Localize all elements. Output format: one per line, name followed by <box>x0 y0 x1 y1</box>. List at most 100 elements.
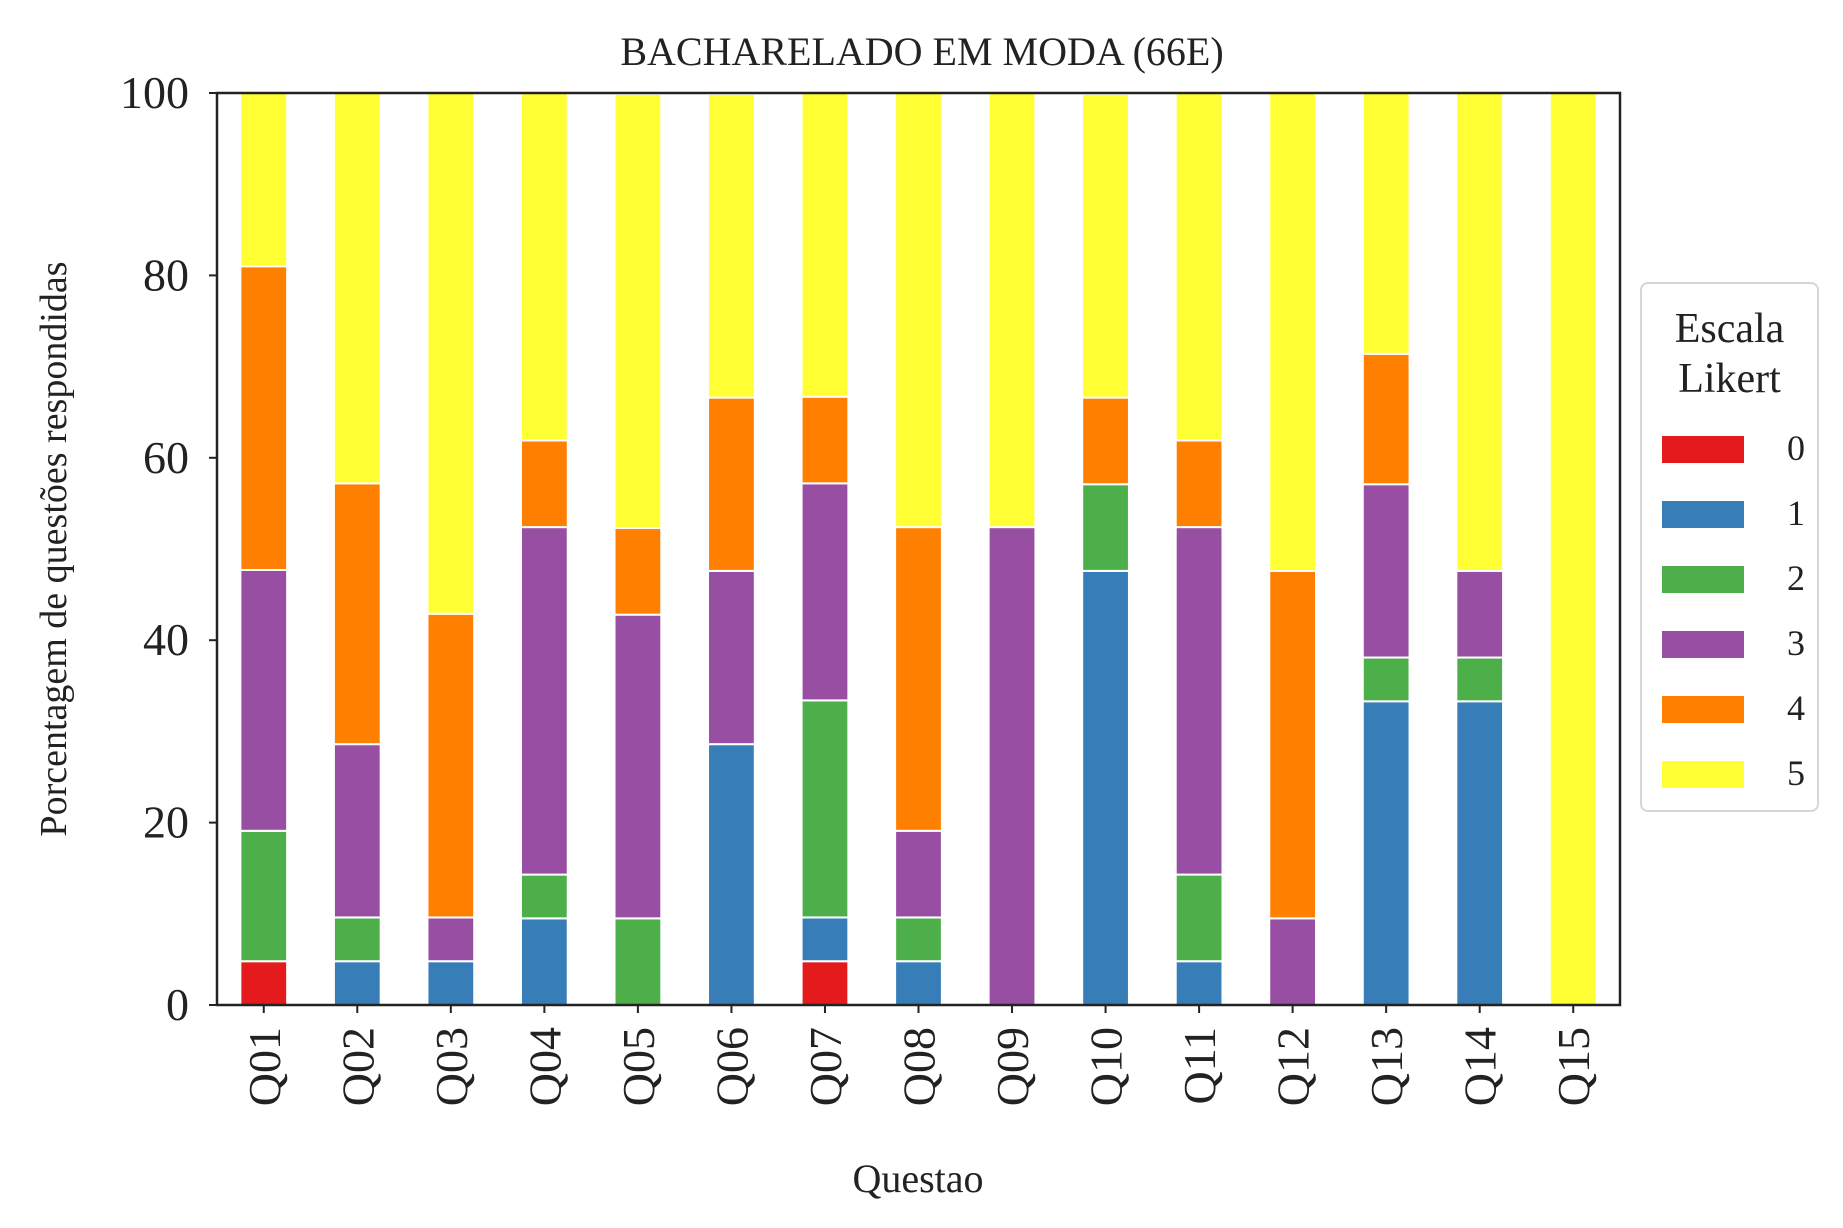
legend-swatch <box>1662 436 1744 463</box>
legend-item-5: 5 <box>1662 753 1812 793</box>
bar-segment-q14-level-1 <box>1455 700 1505 1007</box>
bar-segment-q08-level-5 <box>894 92 943 529</box>
bar-segment-q10-level-2 <box>1081 483 1130 572</box>
bar-segment-q01-level-2 <box>239 829 289 963</box>
y-tick-label: 60 <box>143 432 189 483</box>
x-axis-label: Questao <box>852 1156 983 1201</box>
bar-segment-q13-level-5 <box>1361 92 1411 355</box>
x-tick-label-q09: Q09 <box>987 1027 1038 1106</box>
bar-segment-q06-level-4 <box>707 396 756 572</box>
bar-segment-q01-level-5 <box>239 92 289 268</box>
bar-segment-q14-level-2 <box>1455 656 1505 703</box>
legend-swatch <box>1662 566 1744 593</box>
legend-swatch <box>1662 761 1744 788</box>
bar-segment-q01-level-3 <box>239 568 289 832</box>
bar-segment-q01-level-0 <box>239 960 289 1006</box>
y-tick-label: 100 <box>120 67 189 118</box>
legend-title-line-2: Likert <box>1678 356 1781 402</box>
legend-label: 5 <box>1787 753 1805 793</box>
bar-segment-q08-level-2 <box>894 916 943 963</box>
x-tick-label-q11: Q11 <box>1174 1027 1225 1105</box>
y-tick-label: 20 <box>143 797 189 848</box>
y-axis-label: Porcentagem de questões respondidas <box>33 261 75 836</box>
x-tick-label-q15: Q15 <box>1548 1027 1599 1106</box>
bar-segment-q07-level-3 <box>800 482 850 702</box>
bar-segment-q05-level-3 <box>613 613 663 920</box>
bar-segment-q07-level-1 <box>800 916 850 963</box>
bar-segment-q04-level-4 <box>519 439 569 529</box>
bar-segment-q08-level-1 <box>894 960 943 1006</box>
bar-segment-q13-level-3 <box>1361 483 1411 659</box>
bar-segment-q04-level-3 <box>519 526 569 876</box>
legend-label: 1 <box>1787 493 1805 533</box>
bar-segment-q14-level-5 <box>1455 92 1505 572</box>
legend-label: 2 <box>1787 558 1805 598</box>
bar-segment-q12-level-4 <box>1268 569 1318 920</box>
bar-segment-q11-level-4 <box>1174 439 1224 529</box>
x-tick-label-q08: Q08 <box>894 1027 945 1106</box>
bar-segment-q13-level-1 <box>1361 700 1411 1007</box>
bar-segment-q08-level-3 <box>894 829 943 919</box>
bar-segment-q09-level-5 <box>987 92 1037 529</box>
bar-segment-q05-level-2 <box>613 917 663 1006</box>
bar-segment-q07-level-4 <box>800 395 850 485</box>
bar-segment-q03-level-4 <box>426 612 476 919</box>
bar-segment-q10-level-4 <box>1081 396 1130 486</box>
bar-segment-q04-level-2 <box>519 873 569 920</box>
bar-segment-q03-level-5 <box>426 92 476 615</box>
bar-segment-q08-level-4 <box>894 526 943 832</box>
legend-label: 0 <box>1787 428 1805 468</box>
bar-segment-q06-level-1 <box>707 743 756 1007</box>
bar-segment-q11-level-1 <box>1174 960 1224 1006</box>
bar-segment-q13-level-2 <box>1361 656 1411 703</box>
bar-segment-q03-level-3 <box>426 916 476 963</box>
bar-segment-q02-level-3 <box>332 743 382 919</box>
bar-segment-q15-level-5 <box>1548 92 1598 1006</box>
bar-segment-q13-level-4 <box>1361 352 1411 486</box>
bar-segment-q06-level-5 <box>707 92 756 399</box>
x-tick-label-q13: Q13 <box>1361 1027 1412 1106</box>
x-tick-label-q03: Q03 <box>426 1027 477 1106</box>
bar-segment-q04-level-5 <box>519 92 569 442</box>
bar-segment-q11-level-2 <box>1174 873 1224 963</box>
bar-segment-q11-level-5 <box>1174 92 1224 442</box>
bar-segment-q10-level-1 <box>1081 569 1130 1006</box>
legend-label: 3 <box>1787 623 1805 663</box>
bar-segment-q07-level-2 <box>800 699 850 919</box>
chart-title: BACHARELADO EM MODA (66E) <box>620 29 1223 74</box>
bar-segment-q07-level-0 <box>800 960 850 1006</box>
legend-item-2: 2 <box>1662 558 1812 598</box>
bar-segment-q10-level-5 <box>1081 92 1130 399</box>
x-tick-label-q01: Q01 <box>239 1027 290 1106</box>
legend-item-4: 4 <box>1662 688 1812 728</box>
legend-swatch <box>1662 631 1744 658</box>
bar-segment-q05-level-5 <box>613 92 663 530</box>
x-tick-label-q02: Q02 <box>332 1027 383 1106</box>
bar-segment-q01-level-4 <box>239 265 289 571</box>
bar-segment-q04-level-1 <box>519 917 569 1006</box>
bar-segment-q12-level-3 <box>1268 917 1318 1006</box>
bar-segment-q02-level-4 <box>332 482 382 746</box>
bar-segment-q12-level-5 <box>1268 92 1318 572</box>
bar-segment-q06-level-3 <box>707 569 756 746</box>
x-tick-label-q10: Q10 <box>1081 1027 1132 1106</box>
bar-segment-q03-level-1 <box>426 960 476 1006</box>
y-tick-label: 0 <box>166 979 189 1030</box>
x-tick-label-q07: Q07 <box>800 1027 851 1106</box>
bar-segment-q11-level-3 <box>1174 526 1224 876</box>
legend: Escala Likert 0 1 2 3 4 5 <box>1640 282 1819 812</box>
bar-segment-q02-level-5 <box>332 91 382 485</box>
bar-segment-q02-level-2 <box>332 916 382 963</box>
y-tick-label: 40 <box>143 614 189 665</box>
legend-title-line-1: Escala <box>1674 306 1785 352</box>
x-tick-label-q14: Q14 <box>1455 1027 1506 1106</box>
y-tick-label: 80 <box>143 249 189 300</box>
legend-item-0: 0 <box>1662 428 1812 468</box>
x-tick-label-q12: Q12 <box>1268 1027 1319 1106</box>
x-ticks: Q01 Q02 Q03 Q04 Q05 Q06 Q07 Q08 Q09 Q10 Q11 Q12 Q13 Q… <box>239 1005 1599 1106</box>
legend-swatch <box>1662 501 1744 528</box>
bar-segment-q02-level-1 <box>332 960 382 1006</box>
legend-item-3: 3 <box>1662 623 1812 663</box>
x-tick-label-q05: Q05 <box>613 1027 664 1106</box>
